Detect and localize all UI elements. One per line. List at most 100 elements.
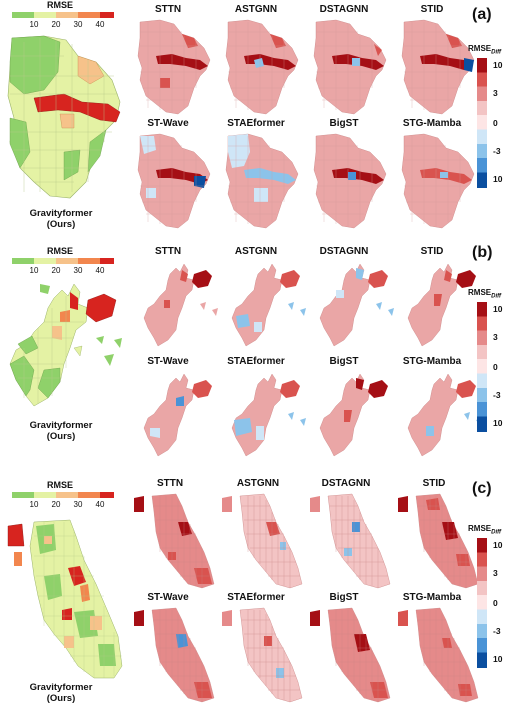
- diff-colorbar: [477, 302, 487, 432]
- rmse-swatch: [78, 12, 100, 18]
- rmse-swatch: [12, 12, 34, 18]
- rmse-tick: 40: [95, 20, 105, 29]
- diff-tick: 0: [493, 362, 498, 372]
- rmse-tick: 10: [29, 500, 39, 509]
- rmse-legend: RMSE 10 20 30 40: [6, 0, 114, 30]
- rmse-swatch: [34, 258, 56, 264]
- main-caption: Gravityformer (Ours): [2, 208, 120, 230]
- rmse-swatch: [100, 258, 114, 264]
- model-map: [398, 493, 479, 589]
- main-caption-name: Gravityformer: [29, 682, 93, 693]
- diff-legend-title: RMSEDiff: [468, 524, 502, 536]
- diff-colorbar: [477, 538, 487, 668]
- main-caption-name: Gravityformer: [29, 208, 93, 219]
- diff-tick: 10: [493, 654, 503, 664]
- diff-tick: 10: [493, 304, 503, 314]
- rmse-legend-title: RMSE: [46, 480, 73, 490]
- panel-c: RMSE 10 20 30 40 Gravityformer (Ours) ST…: [0, 476, 510, 716]
- rmse-swatch: [100, 12, 114, 18]
- panel-label: (c): [472, 480, 492, 497]
- rmse-tick: 30: [73, 500, 83, 509]
- diff-tick: 3: [493, 88, 498, 98]
- diff-legend-title: RMSEDiff: [468, 44, 502, 56]
- model-title: ST-Wave: [147, 592, 189, 603]
- diff-tick: -3: [493, 626, 501, 636]
- diff-tick: 0: [493, 598, 498, 608]
- model-title: DSTAGNN: [319, 4, 369, 15]
- model-map: [310, 607, 391, 703]
- diff-tick: -3: [493, 390, 501, 400]
- model-title: STG-Mamba: [402, 118, 462, 129]
- rmse-tick: 20: [51, 500, 61, 509]
- rmse-swatch: [12, 258, 34, 264]
- diff-legend: RMSEDiff 10 3 0 -3 10: [468, 44, 510, 194]
- rmse-legend: RMSE 10 20 30 40: [6, 480, 114, 510]
- panel-label: (b): [472, 244, 493, 261]
- rmse-swatch: [100, 492, 114, 498]
- rmse-swatch: [12, 492, 34, 498]
- model-map: [401, 19, 475, 115]
- model-map: [231, 263, 306, 347]
- model-title: STG-Mamba: [402, 356, 462, 367]
- rmse-tick: 30: [73, 20, 83, 29]
- main-caption: Gravityformer (Ours): [2, 682, 120, 704]
- main-caption-ours: (Ours): [46, 219, 76, 230]
- main-caption-ours: (Ours): [46, 693, 76, 704]
- rmse-swatch: [56, 258, 78, 264]
- model-title: DSTAGNN: [319, 246, 369, 257]
- model-title: STID: [420, 4, 444, 15]
- rmse-swatch: [56, 12, 78, 18]
- rmse-tick: 30: [73, 266, 83, 275]
- diff-legend-title: RMSEDiff: [468, 288, 502, 300]
- rmse-swatch: [78, 258, 100, 264]
- diff-tick: 3: [493, 332, 498, 342]
- main-caption-name: Gravityformer: [29, 420, 93, 431]
- main-caption-ours: (Ours): [46, 431, 76, 442]
- model-map: [222, 493, 303, 589]
- diff-tick: 10: [493, 60, 503, 70]
- model-title: STTN: [156, 478, 184, 489]
- model-map: [143, 373, 212, 457]
- model-title: ASTGNN: [234, 246, 278, 257]
- model-map: [319, 263, 394, 347]
- diff-tick: 10: [493, 540, 503, 550]
- model-map: [225, 133, 299, 229]
- main-caption: Gravityformer (Ours): [2, 420, 120, 442]
- model-map: [407, 263, 476, 347]
- diff-legend: RMSEDiff 10 3 0 -3 10: [468, 524, 510, 674]
- model-title: STAEformer: [227, 118, 285, 129]
- model-map: [398, 607, 479, 703]
- gravityformer-map: [9, 283, 122, 407]
- rmse-tick: 20: [51, 266, 61, 275]
- model-map: [137, 133, 211, 229]
- model-map: [222, 607, 303, 703]
- rmse-tick: 10: [29, 266, 39, 275]
- model-map: [231, 373, 306, 457]
- model-title: STAEformer: [227, 592, 285, 603]
- rmse-tick: 10: [29, 20, 39, 29]
- model-map: [319, 373, 388, 457]
- diff-tick: -3: [493, 146, 501, 156]
- panel-b: RMSE 10 20 30 40 Gravityformer (Ours) ST…: [0, 242, 510, 468]
- model-map: [313, 133, 387, 229]
- diff-legend: RMSEDiff 10 3 0 -3 10: [468, 288, 510, 438]
- rmse-tick: 20: [51, 20, 61, 29]
- rmse-swatch: [34, 492, 56, 498]
- model-title: STID: [420, 246, 444, 257]
- rmse-legend-title: RMSE: [46, 0, 73, 10]
- model-title: ST-Wave: [147, 356, 189, 367]
- panel-label: (a): [472, 6, 492, 23]
- model-title: BigST: [329, 118, 359, 129]
- diff-tick: 10: [493, 418, 503, 428]
- rmse-legend-title: RMSE: [46, 246, 73, 256]
- model-title: STG-Mamba: [402, 592, 462, 603]
- diff-tick: 0: [493, 118, 498, 128]
- panel-a: RMSE 10 20 30 40 Gravityformer (Ours) ST…: [0, 0, 510, 232]
- gravityformer-map: [7, 519, 123, 679]
- diff-colorbar: [477, 58, 487, 188]
- model-title: ASTGNN: [236, 478, 280, 489]
- rmse-swatch: [78, 492, 100, 498]
- model-title: STTN: [154, 246, 182, 257]
- gravityformer-map: [7, 35, 121, 199]
- model-title: STAEformer: [227, 356, 285, 367]
